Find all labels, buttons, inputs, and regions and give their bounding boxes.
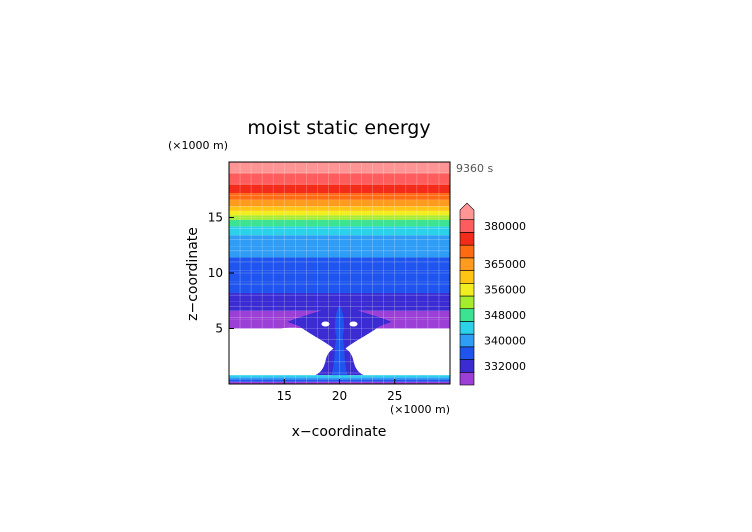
- contour-band-3: [229, 375, 450, 378]
- colorbar-tick-label-2: 348000: [484, 309, 526, 322]
- x-axis-unit: (×1000 m): [390, 403, 450, 416]
- colorbar-segment-10: [459, 244, 475, 259]
- colorbar-segment-9: [459, 257, 475, 271]
- colorbar-segment-2: [459, 346, 475, 360]
- y-tick-label-1: 10: [208, 266, 223, 280]
- contour-band-15: [229, 215, 450, 220]
- y-axis-label: z−coordinate: [185, 227, 201, 321]
- moisture-hole-1: [349, 321, 358, 327]
- colorbar-tick-label-0: 332000: [484, 360, 526, 373]
- grid-lines: [229, 162, 450, 384]
- contour-band-2: [229, 377, 450, 380]
- colorbar-segment-4: [459, 321, 475, 335]
- colorbar-segment-0: [459, 371, 475, 386]
- colorbar-segment-11: [459, 232, 475, 246]
- colorbar-tick-label-1: 340000: [484, 335, 526, 348]
- contour-band-16: [229, 210, 450, 216]
- x-axis-label: x−coordinate: [292, 424, 387, 440]
- colorbar-tick-label-4: 365000: [484, 258, 526, 271]
- contour-band-11: [229, 246, 450, 258]
- chart-title: moist static energy: [247, 117, 430, 139]
- time-label: 9360 s: [456, 162, 493, 175]
- contour-band-14: [229, 219, 450, 227]
- colorbar-segment-8: [459, 270, 475, 284]
- colorbar-segment-5: [459, 308, 475, 322]
- contour-band-7: [229, 292, 450, 302]
- colorbar-tick-label-5: 380000: [484, 220, 526, 233]
- x-tick-label-2: 25: [387, 389, 402, 403]
- colorbar-segment-12: [459, 219, 475, 233]
- contour-band-19: [229, 193, 450, 200]
- contour-band-17: [229, 206, 450, 211]
- plume-inner-core: [331, 305, 348, 376]
- y-tick-label-0: 5: [215, 322, 223, 336]
- colorbar-segment-1: [459, 359, 475, 373]
- colorbar-ticks: 332000 340000 348000 356000 365000 380000: [484, 220, 526, 373]
- x-axis-ticks: 15 20 25: [277, 379, 402, 403]
- contour-band-8: [229, 281, 450, 293]
- contour-band-10: [229, 257, 450, 271]
- contour-band-21: [229, 173, 450, 185]
- x-tick-label-0: 15: [277, 389, 292, 403]
- contour-band-18: [229, 199, 450, 207]
- y-axis-ticks: 5 10 15: [208, 211, 234, 336]
- colorbar-segment-7: [459, 282, 475, 297]
- contour-band-12: [229, 235, 450, 247]
- y-axis-unit: (×1000 m): [168, 139, 228, 152]
- contour-band-9: [229, 270, 450, 282]
- plot-area: [228, 161, 451, 385]
- colorbar-segment-3: [459, 333, 475, 348]
- moisture-hole-0: [321, 321, 330, 327]
- contour-band-13: [229, 226, 450, 236]
- colorbar: [459, 202, 475, 386]
- contour-band-20: [229, 184, 450, 194]
- colorbar-tick-label-3: 356000: [484, 284, 526, 297]
- y-tick-label-2: 15: [208, 211, 223, 225]
- colorbar-segment-6: [459, 295, 475, 310]
- colorbar-segment-13: [459, 202, 475, 221]
- contour-band-22: [229, 162, 450, 174]
- x-tick-label-1: 20: [332, 389, 347, 403]
